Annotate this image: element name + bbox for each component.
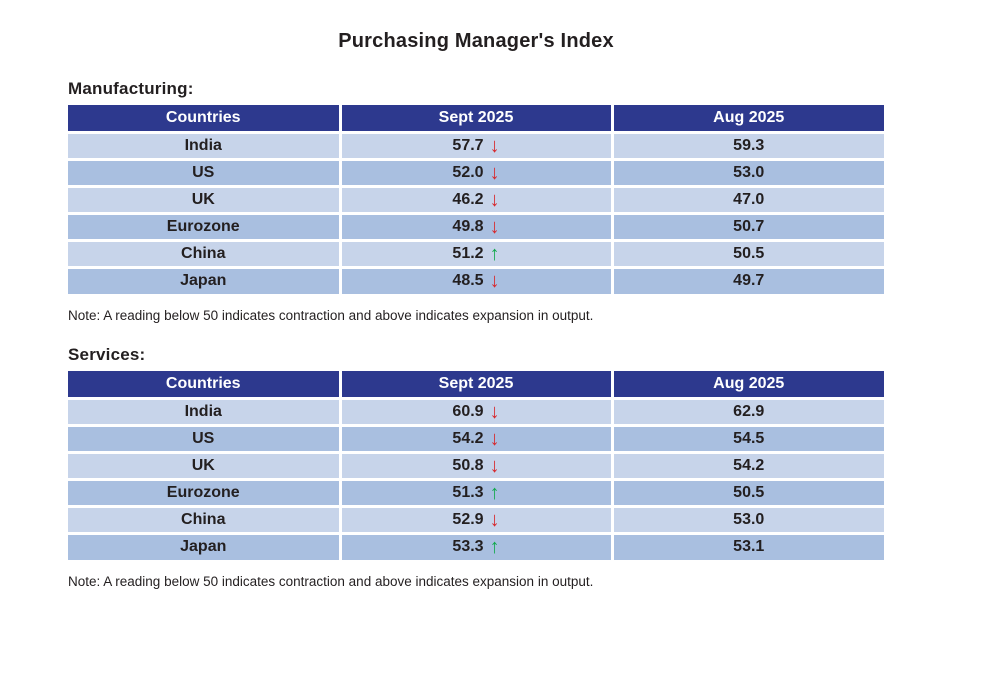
section-label-manufacturing: Manufacturing:	[68, 79, 194, 98]
country-cell: UK	[68, 184, 342, 215]
column-header-aug-2025: Aug 2025	[610, 371, 884, 400]
sept-value: 51.3	[452, 483, 484, 501]
down-arrow-icon: ↓	[489, 215, 500, 238]
country-cell: Eurozone	[68, 477, 342, 508]
aug-value-cell: 53.0	[610, 504, 884, 535]
sept-value-cell: 52.9 ↓	[338, 504, 614, 535]
table-row: UK 46.2 ↓ 47.0	[68, 184, 884, 215]
country-cell: India	[68, 130, 342, 161]
table-row: India 57.7 ↓ 59.3	[68, 130, 884, 161]
country-cell: US	[68, 423, 342, 454]
sept-value: 60.9	[452, 402, 484, 420]
sept-value: 46.2	[452, 190, 484, 208]
aug-value-cell: 50.7	[610, 211, 884, 242]
aug-value-cell: 62.9	[610, 396, 884, 427]
services-section: Services: Countries Sept 2025 Aug 2025 I…	[68, 345, 884, 589]
sept-value: 48.5	[452, 272, 484, 290]
table-row: Eurozone 49.8 ↓ 50.7	[68, 211, 884, 242]
sept-value-cell: 51.3 ↑	[338, 477, 614, 508]
sept-value-cell: 54.2 ↓	[338, 423, 614, 454]
column-header-countries: Countries	[68, 371, 342, 400]
up-arrow-icon: ↑	[489, 481, 500, 504]
sept-value: 51.2	[452, 244, 484, 262]
manufacturing-table: Countries Sept 2025 Aug 2025 India 57.7 ↓…	[68, 105, 884, 294]
sept-value-cell: 52.0 ↓	[338, 157, 614, 188]
table-row: US 54.2 ↓ 54.5	[68, 423, 884, 454]
sept-value: 52.9	[452, 510, 484, 528]
down-arrow-icon: ↓	[489, 270, 500, 293]
table-row: Japan 48.5 ↓ 49.7	[68, 265, 884, 294]
table-row: China 52.9 ↓ 53.0	[68, 504, 884, 535]
country-cell: Japan	[68, 531, 342, 560]
services-note: Note: A reading below 50 indicates contr…	[68, 574, 594, 589]
down-arrow-icon: ↓	[489, 427, 500, 450]
country-cell: Eurozone	[68, 211, 342, 242]
aug-value-cell: 47.0	[610, 184, 884, 215]
aug-value-cell: 54.2	[610, 450, 884, 481]
country-cell: China	[68, 238, 342, 269]
sept-value: 54.2	[452, 429, 484, 447]
header-row: Countries Sept 2025 Aug 2025	[68, 371, 884, 400]
sept-value-cell: 51.2 ↑	[338, 238, 614, 269]
page-title: Purchasing Manager's Index	[338, 30, 614, 52]
country-cell: China	[68, 504, 342, 535]
manufacturing-section: Manufacturing: Countries Sept 2025 Aug 2…	[68, 79, 884, 323]
table-row: Japan 53.3 ↑ 53.1	[68, 531, 884, 560]
header-row: Countries Sept 2025 Aug 2025	[68, 105, 884, 134]
aug-value-cell: 50.5	[610, 477, 884, 508]
table-row: US 52.0 ↓ 53.0	[68, 157, 884, 188]
sept-value-cell: 57.7 ↓	[338, 130, 614, 161]
table-row: Eurozone 51.3 ↑ 50.5	[68, 477, 884, 508]
manufacturing-note: Note: A reading below 50 indicates contr…	[68, 308, 594, 323]
section-label-services: Services:	[68, 345, 146, 364]
down-arrow-icon: ↓	[489, 508, 500, 531]
sept-value-cell: 60.9 ↓	[338, 396, 614, 427]
sept-value-cell: 53.3 ↑	[338, 531, 614, 560]
down-arrow-icon: ↓	[489, 400, 500, 423]
sept-value-cell: 50.8 ↓	[338, 450, 614, 481]
column-header-aug-2025: Aug 2025	[610, 105, 884, 134]
sept-value: 49.8	[452, 217, 484, 235]
column-header-countries: Countries	[68, 105, 342, 134]
aug-value-cell: 50.5	[610, 238, 884, 269]
country-cell: Japan	[68, 265, 342, 294]
content: Purchasing Manager's Index Manufacturing…	[68, 30, 884, 589]
country-cell: UK	[68, 450, 342, 481]
table-row: UK 50.8 ↓ 54.2	[68, 450, 884, 481]
up-arrow-icon: ↑	[489, 242, 500, 265]
country-cell: US	[68, 157, 342, 188]
sept-value-cell: 49.8 ↓	[338, 211, 614, 242]
column-header-sept-2025: Sept 2025	[338, 105, 614, 134]
down-arrow-icon: ↓	[489, 161, 500, 184]
down-arrow-icon: ↓	[489, 188, 500, 211]
aug-value-cell: 59.3	[610, 130, 884, 161]
aug-value-cell: 53.1	[610, 531, 884, 560]
aug-value-cell: 53.0	[610, 157, 884, 188]
services-table: Countries Sept 2025 Aug 2025 India 60.9 ↓…	[68, 371, 884, 560]
aug-value-cell: 49.7	[610, 265, 884, 294]
sept-value: 50.8	[452, 456, 484, 474]
up-arrow-icon: ↑	[489, 536, 500, 559]
sept-value: 57.7	[452, 136, 484, 154]
down-arrow-icon: ↓	[489, 134, 500, 157]
table-row: India 60.9 ↓ 62.9	[68, 396, 884, 427]
sept-value-cell: 48.5 ↓	[338, 265, 614, 294]
column-header-sept-2025: Sept 2025	[338, 371, 614, 400]
down-arrow-icon: ↓	[489, 454, 500, 477]
country-cell: India	[68, 396, 342, 427]
sept-value: 53.3	[452, 538, 484, 556]
aug-value-cell: 54.5	[610, 423, 884, 454]
table-row: China 51.2 ↑ 50.5	[68, 238, 884, 269]
sept-value: 52.0	[452, 163, 484, 181]
sept-value-cell: 46.2 ↓	[338, 184, 614, 215]
